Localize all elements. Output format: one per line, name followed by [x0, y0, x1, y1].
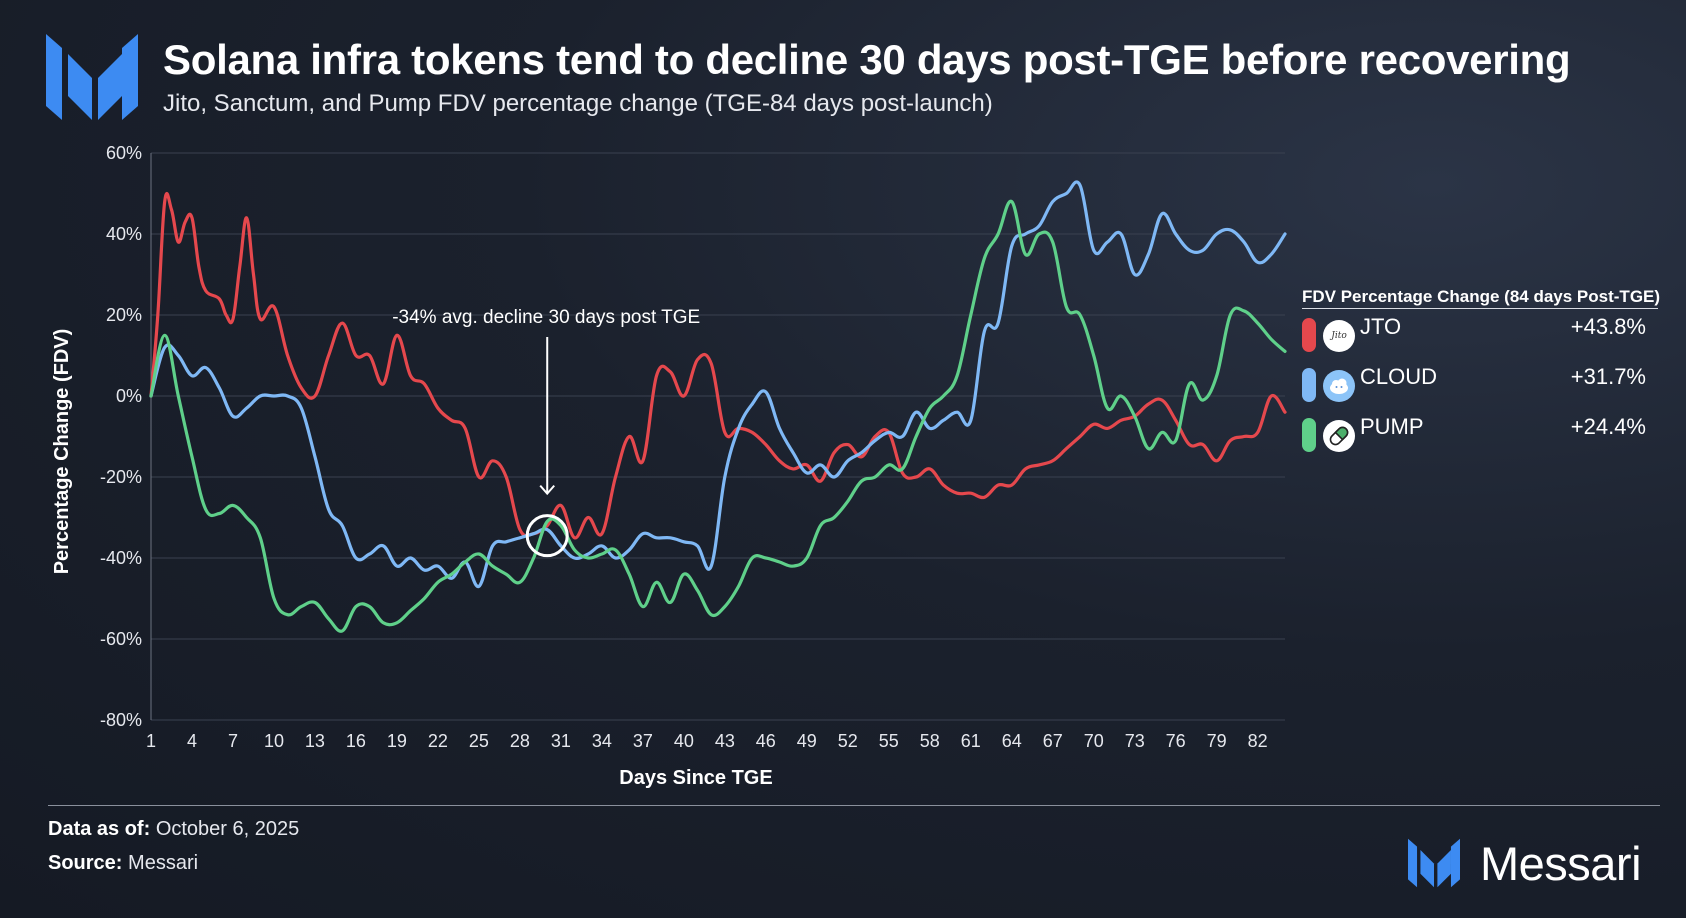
brand-name: Messari — [1480, 837, 1642, 890]
grid-lines — [151, 152, 1285, 721]
x-tick-label: 19 — [387, 731, 407, 751]
x-tick-label: 1 — [146, 731, 156, 751]
y-tick-label: -80% — [100, 710, 142, 730]
legend-label-jto: JTO — [1360, 314, 1402, 339]
source-value: Messari — [128, 852, 199, 874]
x-axis-title: Days Since TGE — [619, 767, 772, 789]
x-tick-label: 82 — [1248, 731, 1268, 751]
source-label: Source: — [48, 852, 123, 874]
legend-item-pump: PUMP +24.4% — [1302, 412, 1662, 452]
x-tick-label: 34 — [592, 731, 612, 751]
pump-swatch — [1302, 418, 1316, 452]
legend-value-cloud: +31.7% — [1570, 364, 1646, 389]
x-tick-label: 64 — [1002, 731, 1022, 751]
data-as-of-label: Data as of: — [48, 818, 151, 840]
chart-subtitle: Jito, Sanctum, and Pump FDV percentage c… — [163, 90, 993, 117]
messari-brand-icon — [1408, 838, 1460, 888]
x-tick-label: 61 — [961, 731, 981, 751]
annotation: -34% avg. decline 30 days post TGE — [392, 307, 700, 558]
source-line: Source: Messari — [48, 852, 198, 875]
footer-divider — [48, 805, 1660, 806]
x-tick-label: 55 — [879, 731, 899, 751]
y-axis-title: Percentage Change (FDV) — [51, 329, 73, 575]
x-tick-label: 31 — [551, 731, 571, 751]
axes: 60% 40% 20% 0% -20% -40% -60% -80%1 4 7 10 13 16 19 22… — [51, 143, 1268, 789]
legend-label-cloud: CLOUD — [1360, 364, 1438, 389]
messari-logo-icon — [46, 34, 138, 120]
y-tick-label: 60% — [106, 143, 142, 163]
series-line-cloud — [149, 180, 1287, 589]
legend-title: FDV Percentage Change (84 days Post-TGE) — [1302, 287, 1661, 306]
x-tick-label: 13 — [305, 731, 325, 751]
x-tick-label: 28 — [510, 731, 530, 751]
y-tick-label: -40% — [100, 548, 142, 568]
x-tick-label: 4 — [187, 731, 197, 751]
data-as-of-value: October 6, 2025 — [155, 818, 300, 840]
jito-icon: Jito — [1323, 320, 1355, 352]
x-tick-label: 43 — [715, 731, 735, 751]
jto-swatch — [1302, 318, 1316, 352]
annotation-circle — [525, 514, 569, 558]
x-tick-label: 22 — [428, 731, 448, 751]
x-tick-label: 40 — [674, 731, 694, 751]
x-tick-label: 52 — [838, 731, 858, 751]
pill-icon — [1323, 420, 1355, 452]
annotation-arrowhead — [539, 484, 555, 496]
legend-item-jto: Jito JTO +43.8% — [1302, 312, 1662, 352]
sanctum-cloud-icon — [1323, 370, 1355, 402]
messari-brand: Messari — [1408, 836, 1668, 892]
x-tick-label: 46 — [756, 731, 776, 751]
x-tick-label: 16 — [346, 731, 366, 751]
data-as-of: Data as of: October 6, 2025 — [48, 818, 299, 841]
series-lines — [149, 180, 1287, 633]
y-tick-label: 40% — [106, 224, 142, 244]
x-tick-label: 7 — [228, 731, 238, 751]
x-tick-label: 70 — [1084, 731, 1104, 751]
x-tick-label: 10 — [264, 731, 284, 751]
series-line-pump — [149, 199, 1287, 633]
x-tick-label: 58 — [920, 731, 940, 751]
y-tick-label: 0% — [116, 386, 142, 406]
legend-label-pump: PUMP — [1360, 414, 1424, 439]
x-tick-label: 76 — [1166, 731, 1186, 751]
series-line-jto — [149, 192, 1287, 540]
y-tick-label: -60% — [100, 629, 142, 649]
y-tick-label: 20% — [106, 305, 142, 325]
x-tick-label: 25 — [469, 731, 489, 751]
legend-divider — [1302, 308, 1658, 309]
y-tick-label: -20% — [100, 467, 142, 487]
x-tick-label: 79 — [1207, 731, 1227, 751]
x-tick-label: 67 — [1043, 731, 1063, 751]
annotation-label: -34% avg. decline 30 days post TGE — [392, 307, 700, 328]
legend-value-pump: +24.4% — [1570, 414, 1646, 439]
legend-item-cloud: CLOUD +31.7% — [1302, 362, 1662, 402]
chart-title: Solana infra tokens tend to decline 30 d… — [163, 36, 1571, 83]
cloud-swatch — [1302, 368, 1316, 402]
x-tick-label: 73 — [1125, 731, 1145, 751]
x-tick-label: 37 — [633, 731, 653, 751]
x-tick-label: 49 — [797, 731, 817, 751]
legend-value-jto: +43.8% — [1570, 314, 1646, 339]
